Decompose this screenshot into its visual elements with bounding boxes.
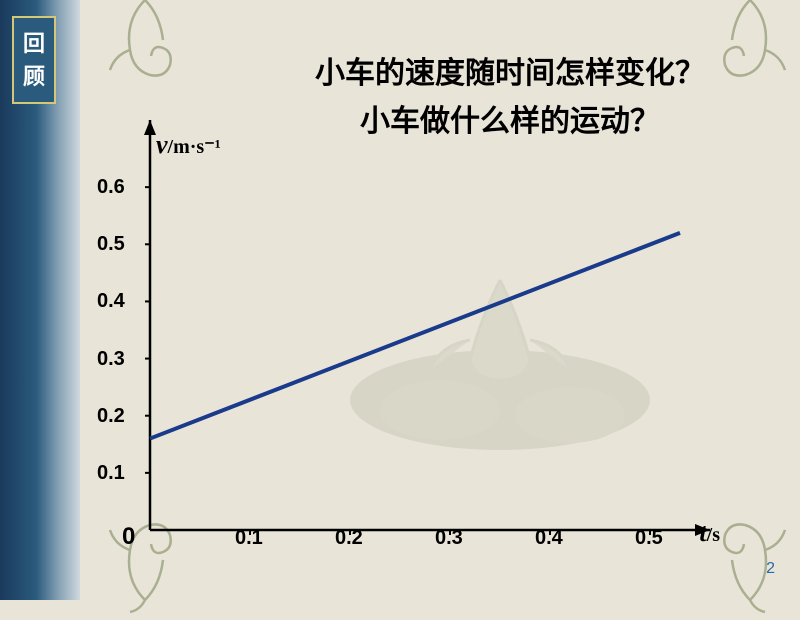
content-area: 小车的速度随时间怎样变化？ 小车做什么样的运动？ v/m·s⁻¹ t/s 0 0… — [100, 50, 780, 570]
y-tick: 0.6 — [97, 176, 125, 199]
chart-svg — [100, 100, 740, 570]
origin-label: 0 — [122, 523, 135, 551]
x-tick: 0.2 — [335, 527, 363, 550]
y-axis-label: v/m·s⁻¹ — [156, 130, 221, 160]
y-var: v — [156, 130, 168, 159]
x-tick: 0.3 — [435, 527, 463, 550]
x-tick: 0.4 — [535, 527, 563, 550]
x-unit: /s — [707, 524, 720, 546]
y-tick: 0.2 — [97, 405, 125, 428]
title-line-1: 小车的速度随时间怎样变化？ — [315, 57, 705, 90]
sidebar-char-1: 回 — [23, 27, 45, 60]
y-tick: 0.4 — [97, 290, 125, 313]
y-tick: 0.1 — [97, 462, 125, 485]
y-tick: 0.3 — [97, 348, 125, 371]
y-tick: 0.5 — [97, 233, 125, 256]
velocity-time-chart: v/m·s⁻¹ t/s 0 0.1 0.2 0.3 0.4 0.5 0.6 0.1 0.2 0.… — [100, 100, 740, 570]
sidebar-char-2: 顾 — [23, 60, 45, 93]
sidebar-review-label: 回 顾 — [12, 16, 56, 104]
x-axis-label: t/s — [699, 518, 720, 548]
page-number: 2 — [766, 560, 775, 578]
y-unit: /m·s⁻¹ — [168, 136, 221, 158]
x-tick: 0.5 — [635, 527, 663, 550]
x-var: t — [699, 518, 706, 547]
x-tick: 0.1 — [235, 527, 263, 550]
